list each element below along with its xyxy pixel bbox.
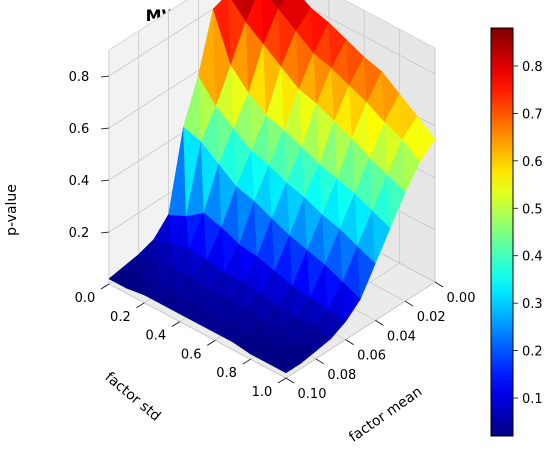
z-tick-label: 0.6 bbox=[69, 122, 90, 137]
z-tick-label: 0.8 bbox=[69, 70, 90, 85]
y-tick-label: 0.06 bbox=[357, 349, 386, 364]
x-tick-mark bbox=[206, 340, 216, 346]
x-tick-mark bbox=[171, 321, 181, 327]
z-tick-mark bbox=[100, 127, 110, 130]
x-axis-label: factor std bbox=[102, 369, 164, 424]
colorbar-tick-label: 0.4 bbox=[522, 250, 543, 265]
y-tick-mark bbox=[285, 377, 295, 384]
y-tick-mark bbox=[434, 281, 444, 288]
surface-facet bbox=[270, 0, 279, 9]
colorbar: 0.1 0.2 0.3 0.4 0.5 0.6 0.7 0.8 bbox=[490, 27, 543, 437]
colorbar-tick-label: 0.7 bbox=[522, 107, 543, 122]
colorbar-tick-label: 0.2 bbox=[522, 345, 543, 360]
surface-facet bbox=[231, 0, 247, 22]
x-tick-label: 0.2 bbox=[110, 310, 131, 325]
colorbar-tick-label: 0.6 bbox=[522, 155, 543, 170]
x-tick-label: 1.0 bbox=[252, 385, 273, 400]
x-tick-mark bbox=[100, 283, 110, 290]
z-tick-label: 0.2 bbox=[69, 226, 90, 241]
z-axis-label: p-value bbox=[4, 184, 20, 236]
z-tick-mark bbox=[100, 179, 110, 182]
y-tick-mark bbox=[375, 320, 384, 326]
x-tick-label: 0.4 bbox=[145, 329, 166, 344]
colorbar-tick-label: 0.1 bbox=[522, 392, 543, 407]
colorbar-tick-label: 0.5 bbox=[522, 202, 543, 217]
axis-ticks: 0.00.20.40.60.81.00.000.020.040.060.080.… bbox=[69, 70, 476, 402]
colorbar-tick-label: 0.8 bbox=[522, 60, 543, 75]
gridline-p bbox=[108, 0, 436, 77]
x-tick-mark bbox=[277, 377, 287, 384]
surface-facet bbox=[416, 116, 436, 162]
y-tick-label: 0.10 bbox=[298, 387, 327, 402]
y-tick-label: 0.00 bbox=[447, 291, 476, 306]
y-tick-mark bbox=[345, 339, 354, 345]
colorbar-gradient bbox=[490, 27, 514, 437]
x-tick-mark bbox=[136, 302, 145, 309]
z-tick-mark bbox=[100, 231, 110, 234]
surface-plot bbox=[108, 0, 436, 374]
z-tick-mark bbox=[100, 75, 110, 78]
y-tick-mark bbox=[404, 300, 414, 307]
y-tick-label: 0.04 bbox=[387, 329, 416, 344]
z-tick-label: 0.4 bbox=[69, 174, 90, 189]
x-tick-label: 0.6 bbox=[181, 347, 202, 362]
x-tick-label: 0.0 bbox=[75, 291, 96, 306]
x-tick-mark bbox=[242, 358, 251, 365]
y-axis-label: factor mean bbox=[346, 384, 425, 446]
y-tick-label: 0.02 bbox=[417, 310, 446, 325]
y-tick-label: 0.08 bbox=[327, 368, 356, 383]
y-tick-mark bbox=[315, 358, 325, 365]
x-tick-label: 0.8 bbox=[216, 366, 237, 381]
colorbar-tick-label: 0.3 bbox=[522, 297, 543, 312]
